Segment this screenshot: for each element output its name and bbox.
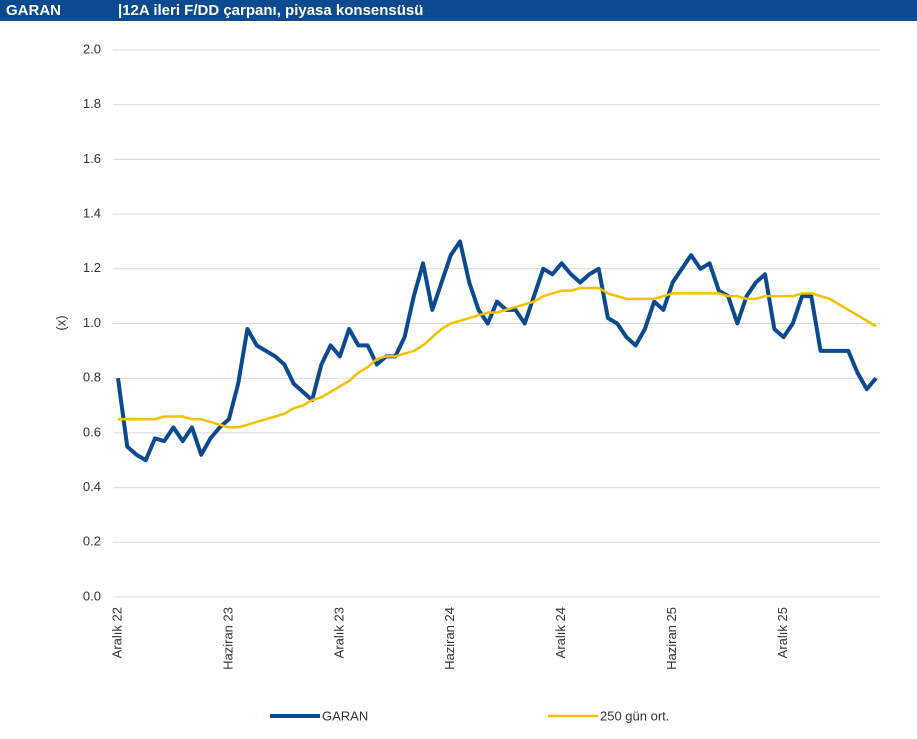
x-tick-label: Aralık 24 <box>553 607 568 658</box>
y-tick-label: 0.2 <box>83 534 101 549</box>
y-tick-label: 0.0 <box>83 588 101 603</box>
x-tick-label: Aralık 22 <box>109 607 124 658</box>
series-line <box>118 286 877 429</box>
x-tick-label: Aralık 23 <box>331 607 346 658</box>
x-tick-label: Haziran 24 <box>442 607 457 670</box>
y-tick-label: 1.0 <box>83 315 101 330</box>
y-tick-label: 0.8 <box>83 370 101 385</box>
y-tick-label: 2.0 <box>83 41 101 56</box>
y-tick-label: 1.2 <box>83 260 101 275</box>
y-tick-label: 1.4 <box>83 206 101 221</box>
y-axis-label: (x) <box>53 315 68 330</box>
x-tick-label: Aralık 25 <box>775 607 790 658</box>
series-line <box>116 239 878 463</box>
x-tick-label: Haziran 23 <box>220 607 235 670</box>
y-tick-label: 1.6 <box>83 151 101 166</box>
y-tick-label: 0.4 <box>83 479 101 494</box>
legend-label: GARAN <box>322 708 368 723</box>
x-tick-label: Haziran 25 <box>664 607 679 670</box>
header-bar <box>0 0 917 21</box>
y-tick-label: 1.8 <box>83 96 101 111</box>
y-tick-label: 0.6 <box>83 424 101 439</box>
header-title: |12A ileri F/DD çarpanı, piyasa konsensü… <box>118 2 423 19</box>
legend-label: 250 gün ort. <box>600 708 669 723</box>
header-ticker: GARAN <box>6 2 61 19</box>
